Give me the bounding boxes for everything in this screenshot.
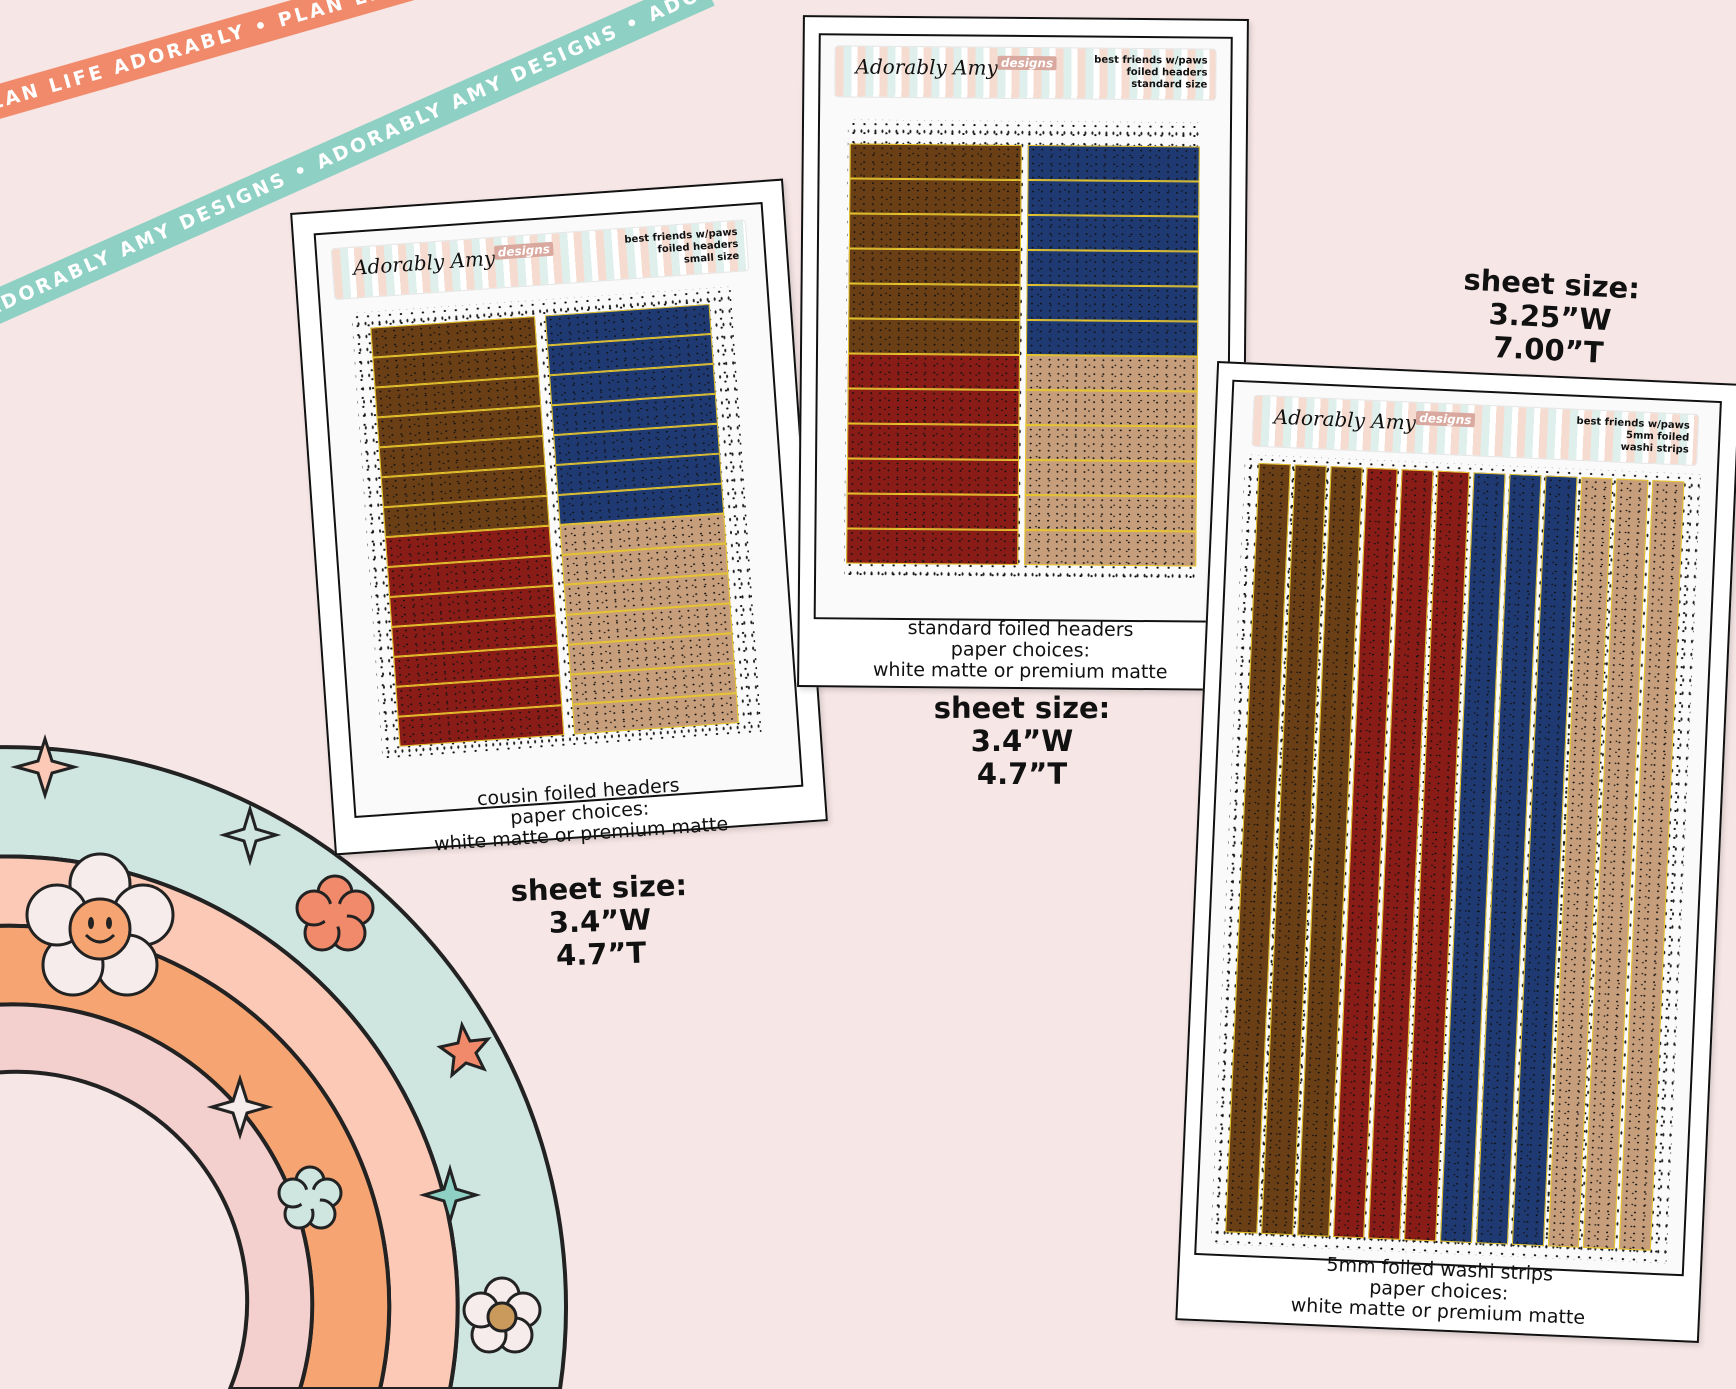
sheet-size-label: sheet size: 3.4”W 4.7”T: [922, 692, 1122, 791]
header-sticker-grid: [370, 303, 739, 747]
rainbow-decoration: [0, 734, 569, 1389]
header-sticker: [846, 493, 1019, 530]
washi-strip-grid: [1225, 462, 1685, 1251]
brand-sub: designs: [1415, 410, 1475, 428]
header-line: foiled headers: [1126, 66, 1208, 79]
flower-icon: [295, 874, 375, 952]
header-sticker: [1025, 425, 1198, 462]
size-line: sheet size:: [933, 691, 1111, 725]
header-sticker: [1025, 355, 1198, 392]
brand-logo: Adorably Amy designs: [855, 54, 1057, 80]
header-sticker: [849, 178, 1022, 215]
brand-name: Adorably Amy: [1273, 404, 1417, 435]
header-sticker: [1026, 285, 1199, 322]
header-sticker: [848, 248, 1021, 285]
sparkle-icon: [206, 1074, 274, 1140]
header-sticker: [846, 528, 1019, 565]
size-line: 3.4”W: [970, 724, 1074, 758]
sticker-sheet-card-washi: Adorably Amy designs best friends w/paws…: [1175, 361, 1736, 1343]
brand-name: Adorably Amy: [855, 54, 998, 80]
header-sticker: [849, 143, 1022, 180]
header-sticker: [1027, 145, 1200, 182]
header-line: best friends w/paws: [1094, 54, 1208, 67]
star-icon: [418, 1163, 482, 1227]
header-sticker: [848, 213, 1022, 250]
header-sticker: [847, 423, 1020, 460]
flower-icon: [462, 1276, 542, 1354]
star-icon: [436, 1020, 492, 1079]
header-sticker: [846, 458, 1020, 495]
header-sticker: [847, 388, 1020, 425]
smiley-flower-icon: [25, 852, 175, 997]
sticker-sheet-card-standard: Adorably Amy designs best friends w/paws…: [797, 15, 1249, 691]
sheet-description: best friends w/paws foiled headers stand…: [1094, 54, 1208, 92]
flower-icon: [277, 1165, 343, 1230]
sparkle-icon: [218, 803, 282, 867]
size-line: 4.7”T: [555, 935, 647, 973]
brand-logo: Adorably Amy designs: [1273, 404, 1475, 435]
size-line: 4.7”T: [976, 757, 1068, 791]
sheet-description: best friends w/paws foiled headers small…: [624, 227, 740, 271]
sheet-border: Adorably Amy designs best friends w/paws…: [1194, 379, 1722, 1277]
sheet-border: Adorably Amy designs best friends w/paws…: [813, 33, 1233, 623]
sheet-header: Adorably Amy designs best friends w/paws…: [330, 219, 750, 301]
sheet-border: Adorably Amy designs best friends w/paws…: [313, 202, 804, 818]
sheet-header: Adorably Amy designs best friends w/paws…: [1251, 394, 1700, 467]
sparkle-icon: [10, 734, 80, 800]
sheet-caption: standard foiled headers paper choices: w…: [799, 617, 1242, 684]
header-sticker: [1024, 460, 1198, 497]
header-sticker-grid: [846, 143, 1200, 567]
header-sticker: [1024, 495, 1197, 532]
brand-name: Adorably Amy: [352, 245, 496, 280]
header-sticker: [1026, 250, 1199, 287]
header-sticker: [847, 318, 1021, 355]
header-sticker: [1027, 180, 1200, 217]
sticker-sheet-card-cousin: Adorably Amy designs best friends w/paws…: [290, 178, 828, 855]
sheet-header: Adorably Amy designs best friends w/paws…: [834, 45, 1217, 101]
brand-sub: designs: [997, 55, 1057, 71]
header-sticker: [1026, 215, 1200, 252]
size-line: sheet size:: [510, 867, 688, 909]
header-sticker: [1025, 390, 1198, 427]
sheet-description: best friends w/paws 5mm foiled washi str…: [1575, 416, 1690, 457]
header-line: standard size: [1131, 78, 1208, 91]
brand-logo: Adorably Amy designs: [352, 241, 554, 280]
caption-line: white matte or premium matte: [872, 658, 1168, 684]
sheet-size-label: sheet size: 3.4”W 4.7”T: [498, 867, 701, 975]
header-sticker: [848, 283, 1021, 320]
header-sticker: [847, 353, 1020, 390]
header-sticker: [1025, 320, 1199, 357]
sheet-size-label: sheet size: 3.25”W 7.00”T: [1438, 262, 1663, 372]
header-sticker: [1024, 530, 1197, 567]
brand-sub: designs: [494, 241, 554, 260]
